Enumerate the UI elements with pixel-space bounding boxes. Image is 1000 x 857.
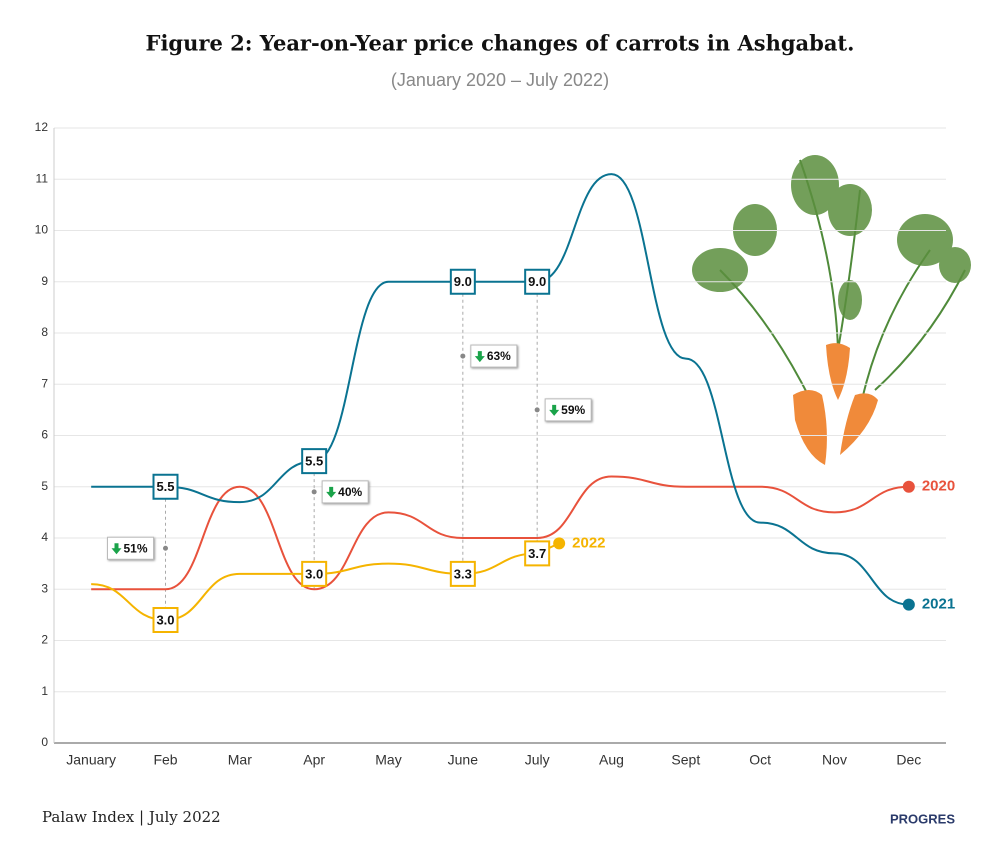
down-arrow (326, 486, 337, 498)
annotation-dot (460, 353, 466, 359)
annotation-dot (534, 407, 540, 413)
value-label: 5.5 (305, 454, 323, 469)
x-tick-label: July (525, 752, 550, 768)
y-tick-label: 8 (41, 325, 48, 339)
x-tick-label: May (375, 752, 401, 768)
y-tick-label: 2 (41, 633, 48, 647)
x-tick-label: Nov (822, 752, 847, 768)
legend-label: 2020 (922, 478, 955, 495)
x-tick-label: Oct (749, 752, 771, 768)
x-tick-label: Sept (671, 752, 700, 768)
y-tick-label: 10 (35, 223, 49, 237)
annotation-box (107, 536, 154, 560)
legend-label: 2022 (572, 534, 605, 551)
chart-subtitle: (January 2020 – July 2022) (391, 70, 609, 90)
y-tick-label: 12 (35, 120, 49, 134)
annotation-dot (163, 545, 168, 551)
down-arrow (111, 543, 122, 555)
value-label: 9.0 (528, 274, 546, 289)
value-label: 3.0 (305, 566, 323, 581)
down-arrow (474, 351, 485, 363)
down-arrow (549, 404, 560, 416)
value-label-box (152, 607, 179, 633)
value-label-box (524, 540, 551, 567)
y-tick-label: 11 (36, 171, 49, 185)
chart-title: Figure 2: Year-on-Year price changes of … (146, 31, 855, 56)
annotation-label: 40% (338, 485, 362, 499)
annotation-box (470, 344, 518, 368)
carrot-illustration (692, 155, 971, 465)
value-label: 3.0 (156, 612, 174, 627)
value-label-box (524, 268, 551, 295)
series-line (91, 475, 909, 591)
annotation-dot (311, 489, 317, 495)
lines (91, 173, 909, 622)
y-tick-label: 0 (41, 735, 48, 749)
y-tick-label: 3 (41, 581, 48, 595)
footer: Palaw Index | July 2022 (42, 808, 221, 826)
y-tick-label: 6 (41, 428, 48, 442)
annotation-label: 59% (561, 403, 585, 417)
x-tick-label: Mar (228, 752, 252, 768)
value-label-box (301, 560, 328, 587)
x-tick-label: Feb (153, 752, 177, 768)
value-label: 5.5 (156, 479, 174, 494)
series-end-dot (902, 598, 915, 611)
overlays: 2020 2021 5.5 5.5 9.0 9.0 2022 3.0 3.0 3.3 3.7 51% 4… (107, 268, 955, 633)
value-label-box (152, 473, 179, 500)
value-label: 3.3 (454, 566, 472, 581)
annotation-box (544, 398, 592, 422)
series-end-dot (553, 537, 566, 550)
value-label: 3.7 (528, 546, 546, 561)
series-end-dot (902, 480, 915, 493)
y-tick-label: 7 (41, 376, 48, 390)
value-label-box (449, 268, 476, 295)
y-tick-label: 4 (41, 530, 48, 544)
y-tick-label: 5 (41, 479, 48, 493)
value-label-box (301, 448, 328, 475)
y-tick-label: 1 (41, 684, 48, 698)
x-tick-label: Aug (599, 752, 624, 768)
logo: PROGRES (890, 811, 955, 826)
x-tick-label: Dec (896, 752, 921, 768)
series-line (91, 173, 909, 606)
x-tick-label: January (66, 752, 116, 768)
value-label: 9.0 (454, 274, 472, 289)
x-tick-label: Apr (303, 752, 325, 768)
annotation-box (321, 480, 369, 504)
x-tick-label: June (448, 752, 479, 768)
legend-label: 2021 (922, 596, 955, 613)
annotation-label: 63% (487, 349, 511, 363)
y-tick-label: 9 (41, 274, 48, 288)
annotation-label: 51% (124, 541, 148, 555)
value-label-box (449, 560, 476, 587)
